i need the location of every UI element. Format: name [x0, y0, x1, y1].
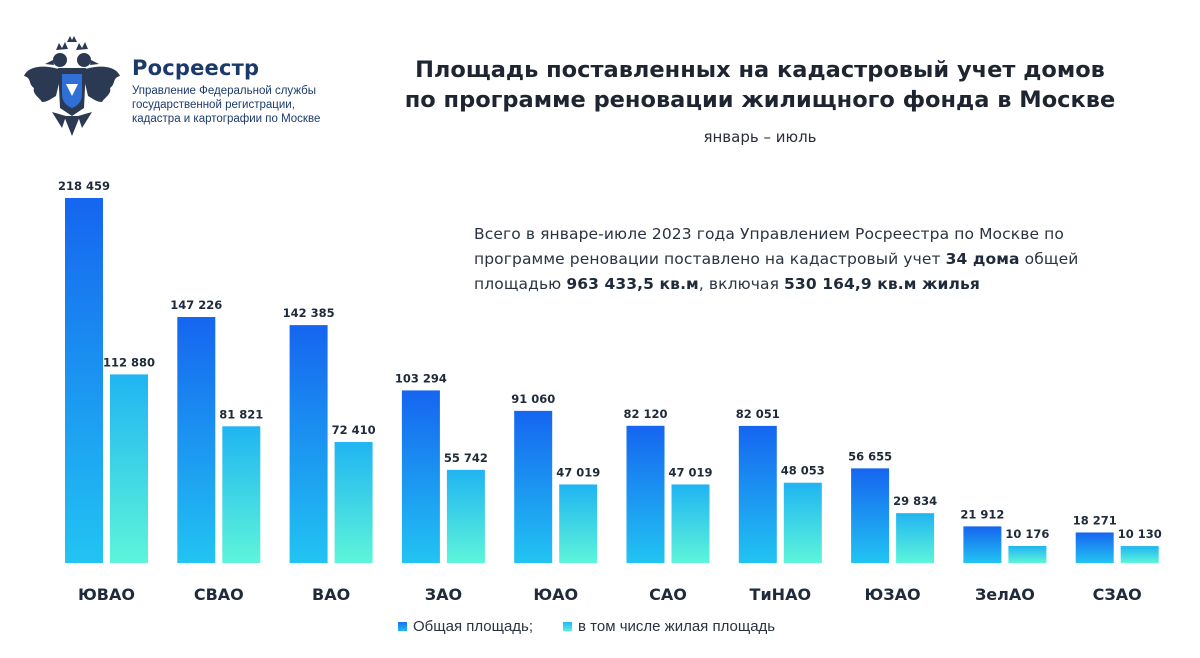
bar-total	[738, 425, 777, 563]
data-label-total: 82 051	[736, 407, 780, 421]
org-subtitle: Управление Федеральной службы государств…	[132, 84, 352, 126]
data-label-living: 29 834	[893, 494, 937, 508]
summary-total-area: 963 433,5 кв.м	[566, 275, 699, 293]
bar-total	[851, 468, 890, 563]
data-label-living: 55 742	[444, 451, 488, 465]
category-label: ЮАО	[533, 585, 578, 604]
bar-total	[626, 425, 665, 563]
chart-title: Площадь поставленных на кадастровый учет…	[360, 55, 1160, 115]
data-label-total: 18 271	[1073, 513, 1117, 527]
category-label: ЮЗАО	[865, 585, 921, 604]
bar-living	[222, 426, 261, 563]
bar-living	[110, 374, 148, 563]
bar-total	[289, 325, 328, 563]
summary-part: общей площадью	[474, 250, 1079, 293]
data-label-living: 112 880	[103, 355, 155, 369]
category-label: САО	[649, 585, 687, 604]
category-label: ТиНАО	[750, 585, 812, 604]
category-label: СЗАО	[1093, 585, 1142, 604]
summary-part: Всего в январе-июле 2023 года Управление…	[474, 225, 1064, 268]
legend-label-total: Общая площадь;	[413, 618, 534, 635]
summary-part: , включая	[698, 275, 785, 293]
data-label-living: 47 019	[556, 465, 600, 479]
bar-total	[65, 198, 103, 563]
org-name: Росреестр	[132, 56, 260, 80]
data-label-total: 91 060	[511, 392, 555, 406]
bar-living	[559, 484, 598, 563]
bar-living	[1008, 545, 1047, 563]
bar-total	[401, 390, 440, 563]
data-label-total: 103 294	[395, 371, 447, 385]
summary-houses: 34 дома	[945, 250, 1020, 268]
data-label-living: 48 053	[781, 464, 825, 478]
bar-living	[783, 482, 822, 563]
bar-total	[963, 526, 1002, 563]
legend-swatch-total	[398, 622, 407, 631]
data-label-total: 21 912	[960, 507, 1004, 521]
bar-living	[1120, 546, 1159, 563]
legend-label-living: в том числе жилая площадь	[578, 618, 776, 635]
data-label-living: 10 130	[1118, 527, 1162, 541]
legend: Общая площадь; в том числе жилая площадь	[398, 618, 775, 635]
chart-subtitle: январь – июль	[703, 128, 817, 146]
summary-text: Всего в январе-июле 2023 года Управление…	[474, 222, 1134, 297]
data-label-living: 10 176	[1005, 527, 1049, 541]
category-label: СВАО	[194, 585, 244, 604]
category-label: ЗелАО	[975, 585, 1035, 604]
data-label-living: 72 410	[332, 423, 376, 437]
bar-total	[1075, 532, 1114, 563]
data-label-living: 47 019	[668, 465, 712, 479]
data-label-total: 82 120	[623, 407, 667, 421]
bar-living	[896, 513, 935, 563]
org-subtitle-line: Управление Федеральной службы	[132, 85, 316, 97]
category-label: ЮВАО	[78, 585, 135, 604]
rosreestr-eagle-logo-icon	[24, 36, 120, 136]
legend-swatch-living	[563, 622, 573, 631]
data-label-total: 218 459	[58, 179, 110, 193]
chart-title-line: Площадь поставленных на кадастровый учет…	[415, 57, 1105, 83]
org-subtitle-line: государственной регистрации,	[132, 99, 295, 111]
bar-total	[177, 317, 216, 563]
data-label-total: 56 655	[848, 449, 892, 463]
category-label: ВАО	[312, 585, 350, 604]
bar-living	[446, 469, 485, 563]
bar-total	[514, 410, 553, 563]
org-subtitle-line: кадастра и картографии по Москве	[132, 113, 321, 125]
bar-living	[671, 484, 710, 563]
summary-living-area: 530 164,9 кв.м жилья	[784, 275, 980, 293]
chart-title-line: по программе реновации жилищного фонда в…	[404, 87, 1116, 113]
data-label-total: 147 226	[170, 298, 222, 312]
data-label-total: 142 385	[283, 306, 335, 320]
category-label: ЗАО	[425, 585, 462, 604]
bar-living	[334, 442, 373, 563]
data-label-living: 81 821	[219, 407, 263, 421]
